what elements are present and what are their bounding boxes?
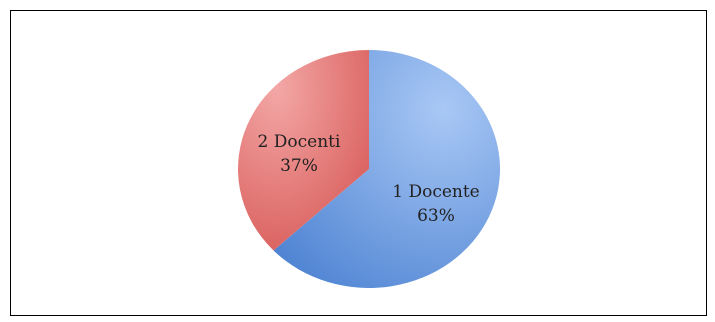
chart-frame: 1 Docente 63% 2 Docenti 37% bbox=[10, 10, 707, 316]
slice-label-value: 63% bbox=[417, 206, 455, 226]
pie-slice-2-docenti bbox=[238, 50, 369, 251]
pie-labels: 1 Docente 63% 2 Docenti 37% bbox=[258, 132, 480, 226]
slice-label-name: 1 Docente bbox=[392, 182, 480, 202]
pie-slices bbox=[238, 50, 501, 288]
pie-chart: 1 Docente 63% 2 Docenti 37% bbox=[238, 50, 501, 288]
slice-label-name: 2 Docenti bbox=[258, 132, 341, 152]
slice-label-value: 37% bbox=[280, 156, 318, 176]
pie-slice-1-docente bbox=[273, 50, 501, 288]
